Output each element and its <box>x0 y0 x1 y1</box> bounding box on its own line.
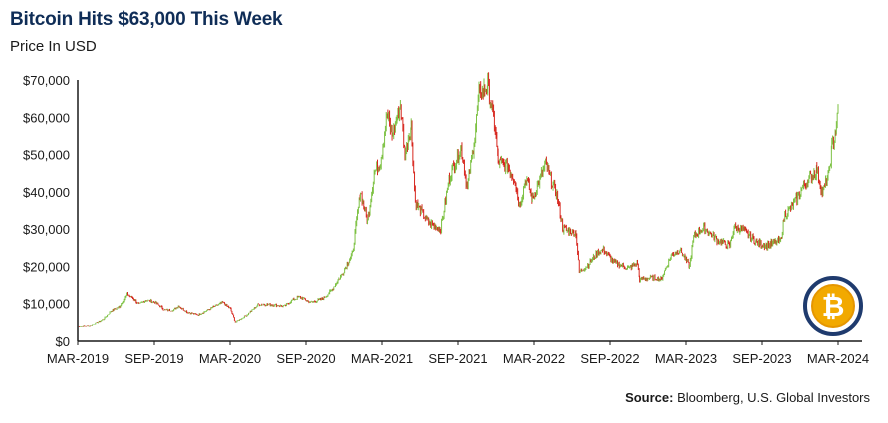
candlestick-series <box>78 72 839 327</box>
x-tick-labels: MAR-2019 SEP-2019 MAR-2020 SEP-2020 MAR-2021… <box>47 341 869 366</box>
x-tick-label: MAR-2022 <box>503 351 565 366</box>
y-tick-label: $60,000 <box>23 110 70 125</box>
source-label: Source: <box>625 390 674 405</box>
y-tick-label: $10,000 <box>23 297 70 312</box>
chart-title: Bitcoin Hits $63,000 This Week <box>10 9 283 30</box>
chart-subtitle: Price In USD <box>10 38 97 55</box>
x-tick-label: SEP-2021 <box>428 351 487 366</box>
bitcoin-logo: ₿ <box>803 276 863 336</box>
x-tick-label: MAR-2021 <box>351 351 413 366</box>
y-tick-label: $50,000 <box>23 148 70 163</box>
y-tick-label: $70,000 <box>23 73 70 88</box>
y-tick-label: $20,000 <box>23 259 70 274</box>
x-tick-label: MAR-2023 <box>655 351 717 366</box>
x-tick-label: MAR-2019 <box>47 351 109 366</box>
y-tick-labels: $0 $10,000 $20,000 $30,000 $40,000 $50,000 $60… <box>23 73 70 349</box>
x-tick-label: SEP-2023 <box>732 351 791 366</box>
x-tick-label: MAR-2024 <box>807 351 869 366</box>
x-tick-label: SEP-2019 <box>124 351 183 366</box>
source-text: Bloomberg, U.S. Global Investors <box>673 390 870 405</box>
y-tick-label: $30,000 <box>23 222 70 237</box>
source-note: Source: Bloomberg, U.S. Global Investors <box>625 390 870 405</box>
x-tick-label: SEP-2022 <box>580 351 639 366</box>
bitcoin-symbol-icon: ₿ <box>822 291 845 322</box>
x-tick-label: SEP-2020 <box>276 351 335 366</box>
y-tick-label: $0 <box>56 334 70 349</box>
y-tick-label: $40,000 <box>23 185 70 200</box>
x-tick-label: MAR-2020 <box>199 351 261 366</box>
